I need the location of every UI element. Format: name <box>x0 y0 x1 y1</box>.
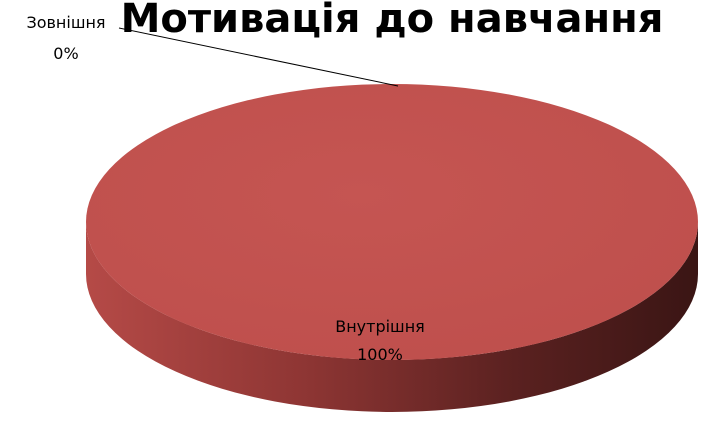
data-label-zovnishnia-value: 0% <box>53 44 78 63</box>
chart-title: Мотивація до навчання <box>121 0 664 42</box>
leader-line-zovnishnia <box>118 27 399 87</box>
data-label-zovnishnia-category: Зовнішня <box>26 13 105 32</box>
data-label-vnutrishnia-value: 100% <box>357 345 403 364</box>
data-labels: Зовнішня 0% Внутрішня 100% <box>26 13 424 364</box>
pie-slices <box>86 84 698 412</box>
data-label-vnutrishnia-category: Внутрішня <box>335 317 425 336</box>
pie-side-внутрішня <box>86 222 698 412</box>
pie-slice-внутрішня <box>86 84 698 360</box>
